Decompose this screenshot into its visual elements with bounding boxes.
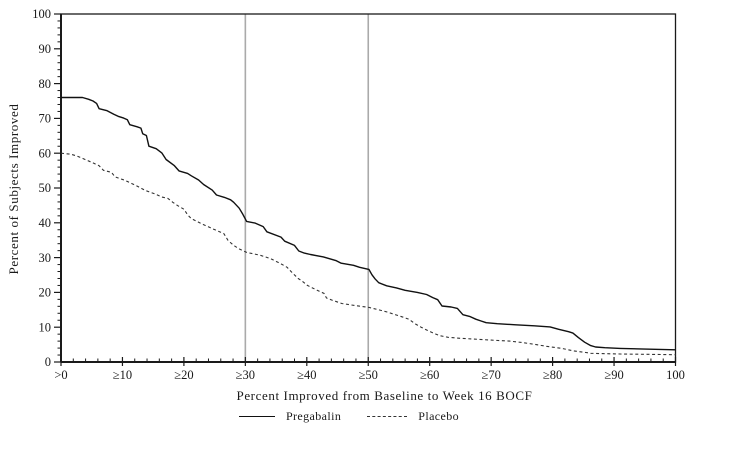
y-tick-label-100: 100 bbox=[32, 7, 51, 21]
legend: Pregabalin Placebo bbox=[160, 409, 538, 424]
x-tick-label-60: ≥60 bbox=[420, 368, 439, 382]
y-tick-label-90: 90 bbox=[39, 42, 52, 56]
y-axis-title: Percent of Subjects Improved bbox=[6, 103, 21, 275]
y-tick-label-70: 70 bbox=[39, 112, 52, 126]
pregabalin-curve bbox=[61, 96, 676, 351]
y-tick-label-20: 20 bbox=[39, 286, 52, 300]
x-tick-label-20: ≥20 bbox=[174, 368, 193, 382]
placebo-curve bbox=[60, 152, 676, 356]
x-tick-label-100: 100 bbox=[666, 368, 685, 382]
y-tick-label-80: 80 bbox=[39, 77, 52, 91]
y-tick-label-0: 0 bbox=[45, 355, 51, 369]
x-tick-label-0: >0 bbox=[54, 368, 67, 382]
x-tick-label-40: ≥40 bbox=[297, 368, 316, 382]
x-tick-label-80: ≥80 bbox=[543, 368, 562, 382]
y-tick-label-10: 10 bbox=[39, 320, 52, 334]
x-axis-title: Percent Improved from Baseline to Week 1… bbox=[236, 388, 533, 403]
x-tick-label-70: ≥70 bbox=[481, 368, 500, 382]
y-tick-label-40: 40 bbox=[39, 216, 52, 230]
x-tick-label-30: ≥30 bbox=[236, 368, 255, 382]
legend-label-pregabalin: Pregabalin bbox=[285, 409, 342, 423]
x-tick-label-50: ≥50 bbox=[359, 368, 378, 382]
legend-label-placebo: Placebo bbox=[418, 409, 460, 423]
pregabalin-line-sample bbox=[238, 416, 275, 417]
x-tick-label-10: ≥10 bbox=[113, 368, 132, 382]
x-tick-label-90: ≥90 bbox=[604, 368, 623, 382]
y-tick-label-30: 30 bbox=[39, 251, 52, 265]
y-tick-label-50: 50 bbox=[39, 181, 52, 195]
placebo-line-sample bbox=[367, 416, 408, 417]
y-tick-label-60: 60 bbox=[39, 146, 52, 160]
